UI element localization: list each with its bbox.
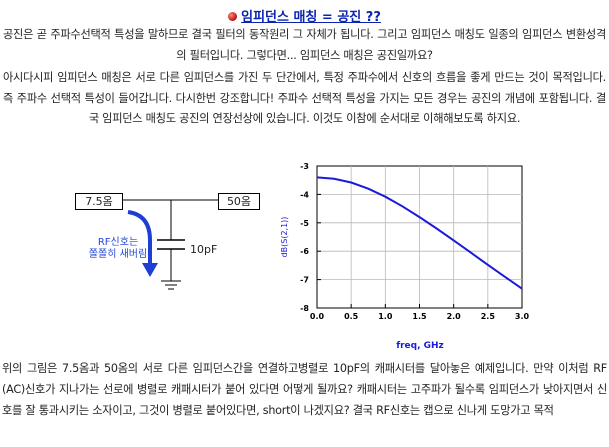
- paragraph-2: 아시다시피 임피던스 매칭은 서로 다른 임피던스를 가진 두 단간에서, 특정…: [3, 71, 606, 125]
- x-tick-label: 0.0: [310, 312, 325, 321]
- rf-arrow: [127, 210, 152, 265]
- rf-label-line-2: 쫄쫄히 새버림: [88, 249, 148, 260]
- y-tick-label: -4: [300, 190, 309, 199]
- x-tick-label: 1.0: [378, 312, 393, 321]
- rf-arrow-head: [142, 263, 158, 277]
- s21-chart: -3 -4 -5 -6 -7 -8 0.0 0.5 1.0 1.5 2.0 2.5 3.0 dB(S(…: [280, 162, 530, 351]
- x-tick-label: 2.0: [447, 312, 462, 321]
- rf-label: RF신호는 쫄쫄히 새버림: [80, 237, 156, 261]
- paragraph-3: 위의 그림은 7.5옴과 50옴의 서로 다른 임피던스간을 연결하고병렬로 1…: [2, 362, 607, 417]
- y-tick-label: -8: [300, 304, 309, 313]
- resistor-7-5-ohm: 7.5옴: [75, 193, 123, 210]
- x-tick-label: 1.5: [412, 312, 427, 321]
- x-tick-label: 0.5: [344, 312, 359, 321]
- y-tick-label: -7: [300, 276, 309, 285]
- y-tick-label: -5: [300, 219, 309, 228]
- y-axis-label: dB(S(2,1)): [280, 217, 289, 258]
- title-text: 임피던스 매칭 = 공진 ??: [241, 10, 381, 25]
- x-tick-label: 3.0: [515, 312, 530, 321]
- rf-label-line-1: RF신호는: [97, 237, 139, 248]
- bullet-icon: [228, 12, 238, 21]
- y-tick-label: -6: [300, 247, 309, 256]
- s21-series-line: [316, 176, 523, 290]
- x-axis-label: freq, GHz: [396, 341, 444, 351]
- y-tick-label: -3: [300, 162, 309, 171]
- paragraph-1: 공진은 곧 주파수선택적 특성을 말하므로 결국 필터의 동작원리 그 자체가 …: [3, 28, 606, 62]
- circuit-diagram: [120, 199, 220, 290]
- title: 임피던스 매칭 = 공진 ??: [0, 6, 609, 25]
- x-tick-label: 2.5: [481, 312, 496, 321]
- cap-label: 10pF: [190, 243, 218, 256]
- resistor-50-ohm: 50옴: [218, 193, 260, 210]
